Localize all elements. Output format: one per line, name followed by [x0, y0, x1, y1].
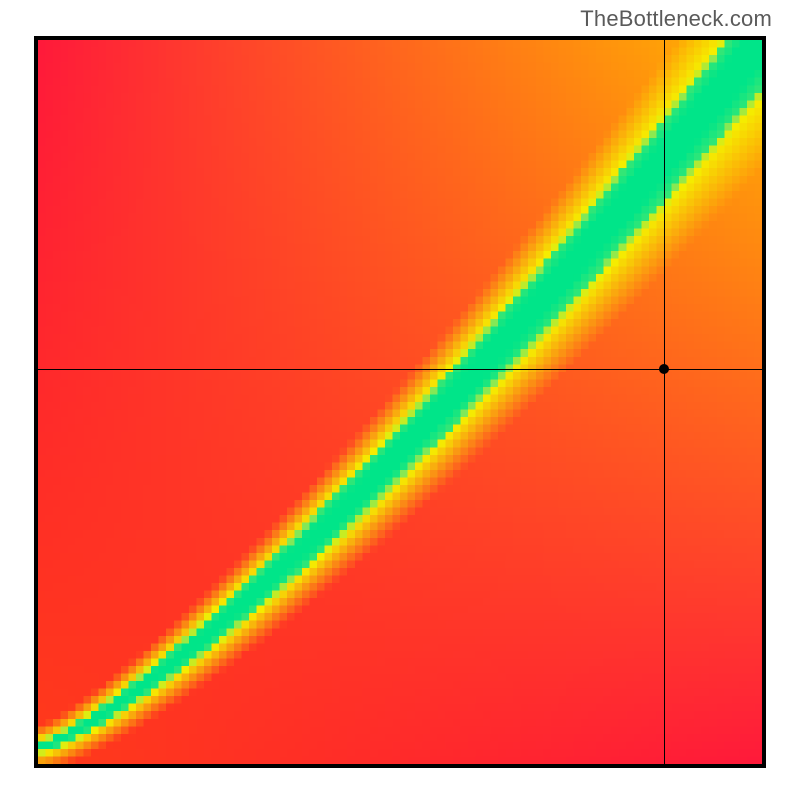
heatmap-plot [34, 36, 766, 768]
heatmap-canvas [38, 40, 762, 764]
crosshair-vertical [664, 40, 665, 764]
crosshair-marker-dot [659, 364, 669, 374]
watermark-text: TheBottleneck.com [580, 6, 772, 32]
crosshair-horizontal [38, 369, 762, 370]
